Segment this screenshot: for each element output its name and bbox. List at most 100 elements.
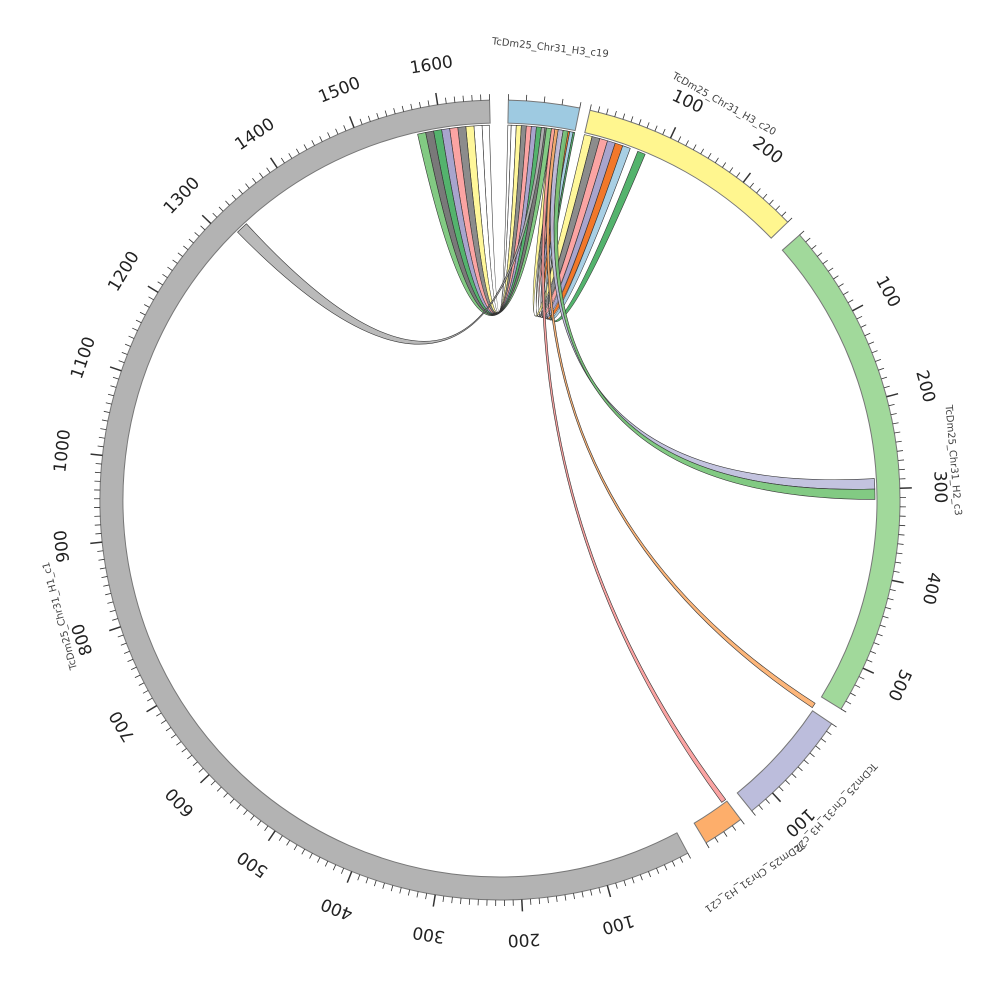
segment-label-c21: TcDm25_Chr31_H3_c21 (702, 839, 806, 914)
minor-tick-c20 (769, 199, 774, 205)
major-tick-c1 (146, 704, 158, 713)
major-tick-c1 (201, 214, 212, 225)
major-tick-c3 (891, 579, 904, 584)
minor-tick-c3 (881, 376, 888, 380)
minor-tick-c1 (200, 225, 206, 231)
minor-tick-c20 (781, 211, 787, 217)
minor-tick-c1 (194, 232, 200, 237)
minor-tick-c22 (815, 745, 821, 750)
minor-tick-c3 (873, 642, 880, 646)
minor-tick-c22 (820, 738, 827, 743)
minor-tick-c1 (107, 601, 114, 604)
tick-label-c1: 1100 (67, 334, 100, 381)
minor-tick-c1 (124, 343, 131, 347)
minor-tick-c1 (288, 153, 293, 159)
minor-tick-c3 (850, 692, 856, 697)
minor-tick-c3 (898, 534, 905, 536)
minor-tick-c1 (324, 860, 329, 867)
minor-tick-c20 (630, 116, 634, 123)
minor-tick-c1 (460, 898, 462, 905)
minor-tick-c1 (679, 856, 684, 863)
minor-tick-c1 (615, 882, 618, 889)
minor-tick-c1 (590, 889, 593, 896)
link-20 (541, 128, 727, 803)
link-8 (417, 127, 552, 316)
minor-tick-c1 (212, 212, 218, 218)
minor-tick-c1 (138, 682, 145, 686)
minor-tick-c22 (751, 810, 756, 816)
tick-label-c20: 200 (749, 133, 787, 169)
minor-tick-c1 (245, 183, 250, 189)
major-tick-c3 (862, 667, 875, 674)
minor-tick-c1 (382, 882, 385, 889)
link-19 (546, 128, 816, 709)
link-18 (553, 130, 876, 500)
minor-tick-c1 (121, 351, 128, 355)
minor-tick-c20 (622, 113, 626, 120)
minor-tick-c3 (864, 332, 871, 337)
minor-tick-c3 (892, 422, 899, 425)
minor-tick-c21 (705, 842, 710, 849)
minor-tick-c1 (160, 719, 167, 724)
major-tick-c1 (606, 885, 612, 898)
minor-tick-c1 (264, 825, 269, 832)
tick-label-c1: 200 (507, 928, 540, 950)
minor-tick-c3 (845, 700, 852, 705)
minor-tick-c22 (831, 723, 837, 728)
minor-tick-c22 (809, 752, 815, 758)
minor-tick-c3 (883, 385, 890, 389)
minor-tick-c3 (894, 431, 901, 434)
minor-tick-c20 (662, 128, 666, 135)
minor-tick-c1 (198, 767, 204, 773)
minor-tick-c3 (811, 245, 817, 250)
minor-tick-c3 (889, 589, 896, 592)
minor-tick-c1 (100, 428, 107, 431)
minor-tick-c1 (445, 97, 447, 104)
minor-tick-c3 (896, 450, 904, 452)
minor-tick-c3 (895, 561, 902, 564)
minor-tick-c1 (105, 402, 112, 405)
minor-tick-c20 (749, 182, 754, 188)
minor-tick-c3 (875, 359, 882, 362)
major-tick-c1 (109, 626, 121, 632)
minor-tick-c3 (822, 259, 828, 265)
minor-tick-c1 (127, 658, 134, 662)
tick-label-c1: 1600 (409, 52, 455, 78)
minor-tick-c20 (729, 167, 734, 173)
minor-tick-c22 (778, 786, 784, 792)
minor-tick-c1 (357, 874, 361, 881)
minor-tick-c1 (295, 148, 300, 155)
tick-label-c1: 100 (600, 910, 637, 938)
minor-tick-c1 (598, 887, 601, 894)
minor-tick-c1 (547, 897, 549, 904)
minor-tick-c1 (95, 463, 102, 465)
major-tick-c3 (852, 304, 864, 312)
minor-tick-c20 (714, 157, 719, 164)
minor-tick-c19 (543, 96, 546, 103)
minor-tick-c1 (425, 893, 428, 900)
segment-label-c1: TcDm25_Chr31_H1_c1 (41, 561, 80, 672)
minor-tick-c3 (879, 624, 886, 628)
ideogram-c20 (584, 109, 789, 239)
major-tick-c1 (199, 774, 210, 784)
major-tick-c1 (435, 92, 439, 106)
major-tick-c1 (109, 366, 122, 372)
tick-label-c3: 100 (871, 273, 904, 311)
minor-tick-c1 (259, 172, 264, 178)
minor-tick-c21 (723, 831, 728, 837)
minor-tick-c1 (135, 319, 142, 324)
minor-tick-c3 (827, 267, 834, 272)
major-tick-c1 (267, 830, 276, 842)
minor-tick-c1 (187, 754, 193, 760)
minor-tick-c20 (756, 188, 761, 194)
minor-tick-c1 (453, 96, 456, 103)
minor-tick-c1 (393, 108, 396, 115)
minor-tick-c3 (870, 650, 877, 654)
minor-tick-c1 (462, 95, 464, 102)
minor-tick-c20 (775, 205, 781, 211)
minor-tick-c1 (671, 860, 676, 867)
minor-tick-c1 (165, 727, 172, 732)
minor-tick-c1 (110, 385, 117, 388)
minor-tick-c19 (579, 102, 582, 109)
minor-tick-c20 (614, 110, 617, 117)
